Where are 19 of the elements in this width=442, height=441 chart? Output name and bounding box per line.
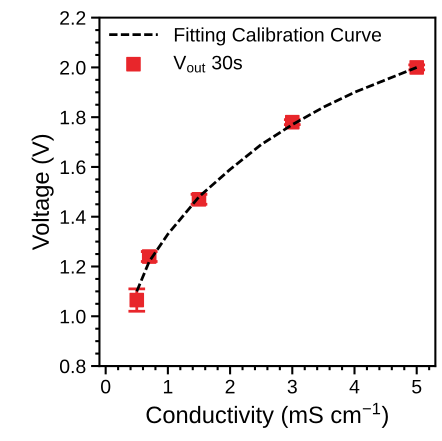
y-tick-label: 1.2: [60, 260, 86, 274]
point: [129, 292, 144, 308]
y-tick-label: 1.4: [60, 210, 86, 224]
x-tick-label: 1: [164, 380, 172, 394]
x-axis-title: Conductivity (mS cm$^{−1}$): [146, 402, 388, 428]
x-tick-label: 3: [288, 380, 297, 394]
x-tick-label: 5: [412, 380, 422, 394]
x-tick-label: 2: [226, 380, 235, 394]
x-tick-label: 0: [101, 380, 110, 394]
x-tick-label: 4: [350, 380, 360, 394]
y-tick-label: 1.6: [60, 160, 86, 174]
y-tick-label: 2.0: [60, 60, 86, 75]
legend-label: Fitting Calibration Curve: [174, 27, 382, 46]
y-tick-label: 1.0: [60, 310, 86, 324]
y-axis-title: Voltage (V): [32, 134, 54, 250]
legend-label: V$_{out}$ 30s: [173, 56, 242, 72]
y-tick-label: 0.8: [60, 360, 86, 374]
y-tick-label: 1.8: [60, 110, 86, 124]
y-tick-label: 2.2: [60, 11, 86, 25]
